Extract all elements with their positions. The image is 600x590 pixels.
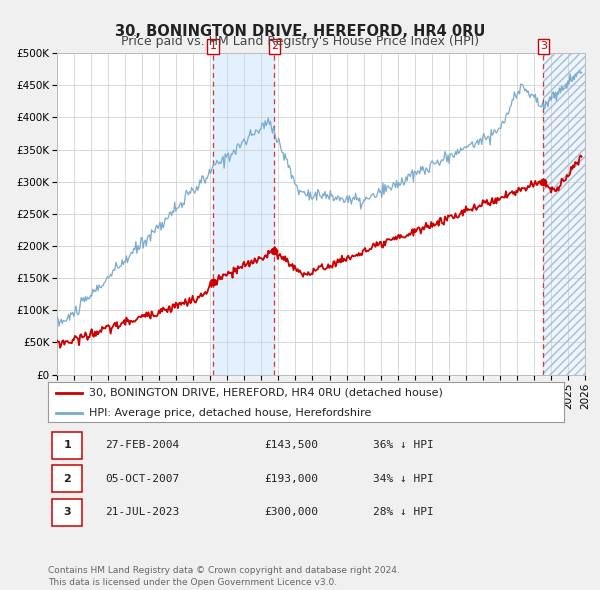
FancyBboxPatch shape [52,466,82,492]
Bar [543,53,585,375]
Text: 30, BONINGTON DRIVE, HEREFORD, HR4 0RU (detached house): 30, BONINGTON DRIVE, HEREFORD, HR4 0RU (… [89,388,443,398]
Bar [213,53,274,375]
Text: £193,000: £193,000 [265,474,319,484]
Text: 27-FEB-2004: 27-FEB-2004 [105,440,179,450]
Text: £300,000: £300,000 [265,507,319,517]
Text: 2: 2 [271,41,278,51]
Text: 36% ↓ HPI: 36% ↓ HPI [373,440,434,450]
Bar [543,53,585,375]
Text: 1: 1 [63,440,71,450]
Text: 3: 3 [540,41,547,51]
Text: 21-JUL-2023: 21-JUL-2023 [105,507,179,517]
FancyBboxPatch shape [52,432,82,458]
Text: HPI: Average price, detached house, Herefordshire: HPI: Average price, detached house, Here… [89,408,371,418]
Text: Contains HM Land Registry data © Crown copyright and database right 2024.
This d: Contains HM Land Registry data © Crown c… [48,566,400,587]
Text: 05-OCT-2007: 05-OCT-2007 [105,474,179,484]
Text: £143,500: £143,500 [265,440,319,450]
Text: 28% ↓ HPI: 28% ↓ HPI [373,507,434,517]
Text: 1: 1 [209,41,217,51]
Text: 3: 3 [63,507,71,517]
Text: Price paid vs. HM Land Registry's House Price Index (HPI): Price paid vs. HM Land Registry's House … [121,35,479,48]
Text: 34% ↓ HPI: 34% ↓ HPI [373,474,434,484]
Text: 2: 2 [63,474,71,484]
Text: 30, BONINGTON DRIVE, HEREFORD, HR4 0RU: 30, BONINGTON DRIVE, HEREFORD, HR4 0RU [115,24,485,38]
FancyBboxPatch shape [52,499,82,526]
